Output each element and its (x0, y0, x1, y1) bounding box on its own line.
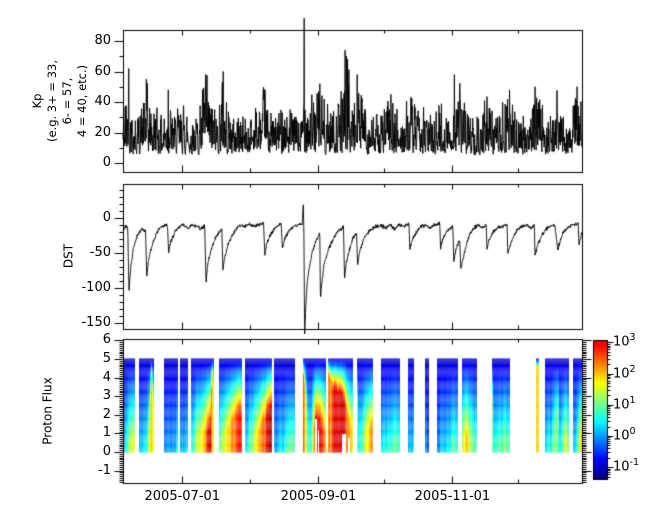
x-axis-date-label: 2005-09-01 (280, 489, 357, 504)
x-axis-date-label: 2005-11-01 (414, 489, 491, 504)
kp-ytick-label: 80 (94, 33, 111, 48)
colorbar-exponent: 3 (629, 332, 636, 344)
colorbar-base: 10 (613, 459, 630, 475)
flux-ytick-label: 3 (102, 388, 111, 404)
x-axis-date-label: 2005-07-01 (144, 489, 221, 504)
colorbar-tick-label: 102 (613, 364, 636, 381)
colorbar-tick-label: 100 (613, 426, 636, 443)
proton-flux-axis-label: Proton Flux (40, 377, 55, 445)
dst-ytick-label: -50 (89, 245, 111, 260)
colorbar-base: 10 (613, 365, 630, 381)
flux-ytick-label: 5 (102, 351, 111, 366)
dst-ytick-label: 0 (102, 210, 111, 225)
colorbar-base: 10 (613, 428, 630, 444)
flux-ytick-label: 0 (102, 444, 111, 459)
colorbar-tick-label: 10-1 (613, 457, 639, 474)
colorbar-tick-label: 101 (613, 395, 636, 412)
kp-ytick-label: 0 (102, 155, 111, 170)
kp-ytick-label: 40 (94, 94, 111, 109)
flux-ytick-label: -1 (98, 462, 111, 478)
colorbar-exponent: 2 (629, 363, 636, 375)
flux-ytick-label: 2 (102, 406, 111, 422)
colorbar-exponent: -1 (629, 457, 640, 469)
dst-ytick-label: -150 (81, 315, 111, 330)
dst-ytick-label: -100 (81, 280, 111, 295)
colorbar-exponent: 1 (629, 394, 636, 406)
kp-ytick-label: 60 (94, 63, 111, 79)
flux-ytick-label: 4 (102, 369, 111, 385)
kp-axis-label-line: Kp (30, 93, 44, 109)
flux-ytick-label: 1 (102, 425, 111, 441)
flux-ytick-label: 6 (102, 332, 111, 348)
colorbar-base: 10 (613, 397, 630, 413)
colorbar-exponent: 0 (629, 425, 636, 437)
colorbar-base: 10 (613, 334, 630, 350)
kp-ytick-label: 20 (94, 124, 111, 140)
colorbar-tick-label: 103 (613, 332, 636, 349)
